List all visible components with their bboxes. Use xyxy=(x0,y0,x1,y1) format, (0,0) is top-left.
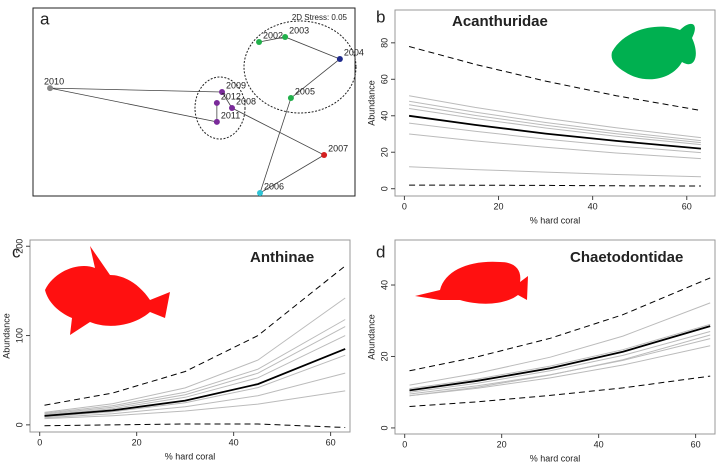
bound-line xyxy=(44,423,346,428)
curve xyxy=(409,122,701,154)
y-tick-label: 100 xyxy=(14,328,24,343)
trajectory xyxy=(49,36,341,194)
x-axis-label: % hard coral xyxy=(530,215,581,225)
plot-frame xyxy=(394,239,716,435)
curve xyxy=(44,348,346,417)
panel-title: Anthinae xyxy=(250,249,314,266)
curve xyxy=(409,104,701,144)
plot-frame xyxy=(394,9,716,197)
curve xyxy=(44,297,346,413)
x-tick-label: 20 xyxy=(494,201,504,211)
y-axis-label: Abundance xyxy=(1,313,11,359)
y-tick-label: 40 xyxy=(379,111,389,121)
panel-label: a xyxy=(40,9,50,28)
curve xyxy=(44,390,346,420)
bound-line xyxy=(44,265,346,406)
fish-silhouette xyxy=(611,23,696,80)
point xyxy=(213,99,220,106)
point xyxy=(282,33,289,40)
x-tick-label: 20 xyxy=(497,439,507,449)
point-label: 2006 xyxy=(264,181,284,191)
point xyxy=(47,85,54,92)
curve xyxy=(44,372,346,419)
point-label: 2009 xyxy=(226,80,246,90)
point-label: 2008 xyxy=(236,96,256,106)
point xyxy=(287,95,294,102)
y-tick-label: 80 xyxy=(379,38,389,48)
x-tick-label: 40 xyxy=(588,201,598,211)
point xyxy=(228,105,235,112)
y-axis-label: Abundance xyxy=(366,314,376,360)
panel-label: d xyxy=(376,242,385,261)
y-tick-label: 0 xyxy=(379,186,389,191)
y-tick-label: 60 xyxy=(379,74,389,84)
x-tick-label: 40 xyxy=(594,439,604,449)
bound-line xyxy=(409,375,711,407)
fish-silhouette xyxy=(45,246,170,335)
point-label: 2011 xyxy=(221,110,240,120)
panel-frame xyxy=(32,7,356,197)
panel-title: Chaetodontidae xyxy=(570,249,683,266)
point xyxy=(219,89,226,96)
panel-title: Acanthuridae xyxy=(452,13,548,30)
y-tick-label: 40 xyxy=(379,280,389,290)
curve xyxy=(409,108,701,146)
cluster-ellipse xyxy=(194,76,246,140)
x-tick-label: 20 xyxy=(132,437,142,447)
curve xyxy=(409,95,701,139)
x-tick-label: 60 xyxy=(682,201,692,211)
y-axis-label: Abundance xyxy=(366,80,376,126)
point-label: 2005 xyxy=(295,86,315,96)
curve xyxy=(44,354,346,418)
curve xyxy=(409,166,701,178)
y-tick-label: 20 xyxy=(379,147,389,157)
x-tick-label: 40 xyxy=(229,437,239,447)
point xyxy=(336,55,343,62)
point-label: 2007 xyxy=(328,143,348,153)
x-tick-label: 0 xyxy=(402,201,407,211)
x-tick-label: 60 xyxy=(326,437,336,447)
x-axis-label: % hard coral xyxy=(530,453,581,463)
curve xyxy=(409,302,711,386)
point-label: 2003 xyxy=(289,25,309,35)
curve xyxy=(44,326,346,415)
curve xyxy=(409,100,701,142)
bound-line xyxy=(408,46,701,111)
y-tick-label: 20 xyxy=(379,351,389,361)
x-tick-label: 0 xyxy=(402,439,407,449)
curve xyxy=(408,114,701,150)
bound-line xyxy=(409,277,711,372)
curve xyxy=(409,345,711,397)
curve xyxy=(409,325,711,392)
point xyxy=(213,118,220,125)
curve xyxy=(409,323,711,390)
x-tick-label: 60 xyxy=(691,439,701,449)
y-tick-label: 0 xyxy=(14,422,24,427)
curve xyxy=(44,335,346,416)
point-label: 2010 xyxy=(44,76,64,86)
annotation: 2D Stress: 0.05 xyxy=(292,13,348,22)
point xyxy=(321,152,328,159)
point-label: 2002 xyxy=(263,30,283,40)
bound-line xyxy=(409,184,701,187)
curve xyxy=(409,334,711,397)
y-tick-label: 200 xyxy=(14,239,24,254)
point-label: 2004 xyxy=(344,47,364,57)
panel-label: b xyxy=(376,7,385,26)
curve xyxy=(409,133,701,160)
curve xyxy=(44,319,346,414)
point xyxy=(257,189,264,196)
x-tick-label: 0 xyxy=(37,437,42,447)
panel-label: c xyxy=(12,242,21,261)
y-tick-label: 0 xyxy=(379,425,389,430)
fish-silhouette xyxy=(415,261,528,304)
point-label: 2012 xyxy=(221,91,241,101)
cluster-ellipse xyxy=(243,20,357,114)
x-axis-label: % hard coral xyxy=(165,451,216,461)
point xyxy=(256,39,263,46)
curve xyxy=(409,331,711,393)
